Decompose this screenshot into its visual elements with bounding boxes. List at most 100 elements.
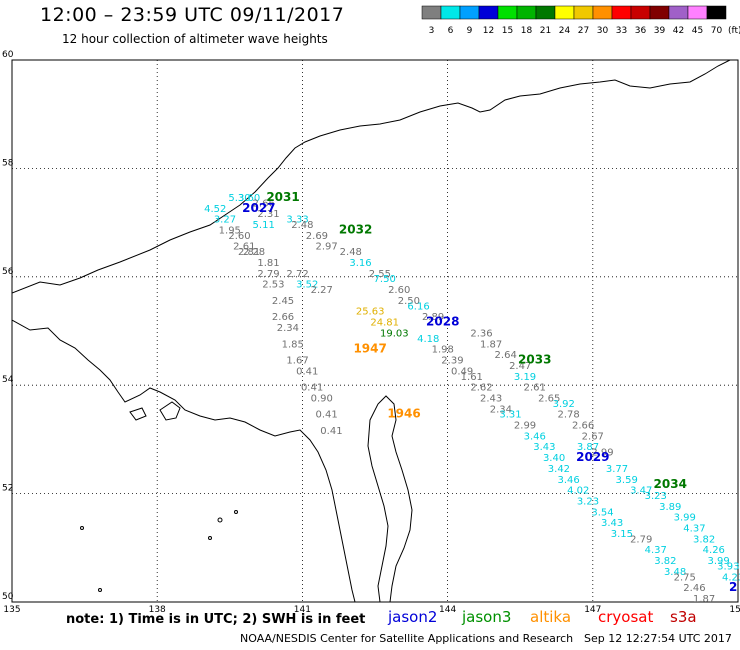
legend-label: 24 <box>559 26 571 36</box>
wave-reading: 2.64 <box>495 350 517 361</box>
wave-reading: 3.99 <box>674 513 696 524</box>
legend-label: 36 <box>635 26 647 36</box>
satellite-s3a: s3a <box>670 608 697 626</box>
wave-reading: 3.31 <box>499 410 521 421</box>
wave-reading: 2.66 <box>572 421 594 432</box>
wave-reading: 3.48 <box>664 567 686 578</box>
wave-reading: 1.61 <box>461 372 483 383</box>
wave-reading: 3.15 <box>611 529 633 540</box>
pass-time-label: 2034 <box>654 477 687 491</box>
wave-reading: 2.75 <box>674 572 696 583</box>
wave-reading: 0.41 <box>301 383 323 394</box>
lat-lon-grid <box>11 59 739 603</box>
wave-reading: 1.81 <box>257 258 279 269</box>
legend-label: 33 <box>616 26 627 36</box>
wave-reading: 4.37 <box>683 524 705 535</box>
wave-reading: 2.67 <box>582 431 604 442</box>
wave-reading: 4.23 <box>722 572 740 583</box>
wave-reading: 4.18 <box>417 334 439 345</box>
wave-reading: 0.41 <box>315 410 337 421</box>
wave-reading: 3.42 <box>548 464 570 475</box>
wave-reading: 3.46 <box>524 431 546 442</box>
wave-reading: 2.89 <box>422 312 444 323</box>
wave-reading: 2.55 <box>369 269 391 280</box>
wave-reading: 2.97 <box>315 242 337 253</box>
lat-tick-label: 56 <box>2 267 14 277</box>
wave-reading: 3.60 <box>238 193 260 204</box>
wave-reading: 2.53 <box>262 280 284 291</box>
wave-reading: 2.39 <box>441 356 463 367</box>
wave-reading: 1.87 <box>693 594 715 605</box>
wave-reading: 2.27 <box>311 285 333 296</box>
page-title: 12:00 – 23:59 UTC 09/11/2017 <box>40 4 345 26</box>
wave-reading: 2.81 <box>238 247 260 258</box>
wave-reading: 3.99 <box>708 556 730 567</box>
wave-reading: 3.92 <box>553 399 575 410</box>
wave-reading: 3.16 <box>349 258 371 269</box>
legend-label: 45 <box>692 26 703 36</box>
legend-label: 6 <box>448 26 454 36</box>
pass-time-label: 2028 <box>426 315 459 329</box>
lat-tick-label: 52 <box>2 484 13 494</box>
legend-label: 39 <box>654 26 666 36</box>
legend-label: 70 <box>711 26 723 36</box>
footnote: note: 1) Time is in UTC; 2) SWH is in fe… <box>66 612 366 627</box>
wave-reading: 2.66 <box>253 198 275 209</box>
lon-tick-label: 135 <box>3 605 20 615</box>
wave-reading: 2.69 <box>306 231 328 242</box>
wave-reading: 0.49 <box>451 366 473 377</box>
wave-reading: 2.79 <box>630 534 652 545</box>
pass-time-label: 1946 <box>387 407 420 421</box>
lat-tick-label: 54 <box>2 375 14 385</box>
pass-time-label: 2027 <box>242 201 275 215</box>
wave-reading: 3.43 <box>533 442 555 453</box>
axis-labels: 135 138 141 144 147 150 60 58 56 54 52 50 <box>2 50 740 615</box>
wave-reading: 1.98 <box>432 345 454 356</box>
wave-reading: 3.54 <box>591 507 613 518</box>
wave-reading: 3.93 <box>717 561 739 572</box>
wave-reading: 2.46 <box>683 583 705 594</box>
wave-reading: 0.41 <box>296 366 318 377</box>
satellite-cryosat: cryosat <box>598 608 654 626</box>
wave-reading: 4.37 <box>645 545 667 556</box>
wave-reading: 2.36 <box>470 328 492 339</box>
credit-line: NOAA/NESDIS Center for Satellite Applica… <box>240 632 574 645</box>
pass-time-label: 1947 <box>353 342 386 356</box>
wave-reading: 3.87 <box>577 442 599 453</box>
wave-reading: 1.87 <box>480 339 502 350</box>
lon-tick-label: 150 <box>729 605 740 615</box>
pass-time-label: 2 <box>729 580 737 594</box>
wave-reading: 2.47 <box>509 361 531 372</box>
wave-reading: 3.43 <box>601 518 623 529</box>
wave-reading: 3.59 <box>616 475 638 486</box>
coastline <box>12 60 731 602</box>
wave-reading: 3.82 <box>654 556 676 567</box>
wave-reading: 2.34 <box>490 404 512 415</box>
wave-reading: 2.99 <box>591 448 613 459</box>
wave-reading: 3.82 <box>693 534 715 545</box>
pass-time-label: 2031 <box>266 190 299 204</box>
lat-tick-label: 50 <box>2 592 14 602</box>
wave-reading: 2.31 <box>257 209 279 220</box>
wave-reading: 2.62 <box>470 383 492 394</box>
pass-time-label: 2029 <box>576 450 609 464</box>
legend-label: 42 <box>673 26 684 36</box>
plot-frame <box>11 59 739 603</box>
wave-reading: 6.16 <box>407 301 429 312</box>
legend-label: 12 <box>483 26 494 36</box>
legend-label: 21 <box>540 26 551 36</box>
wave-reading: 4.02 <box>567 486 589 497</box>
legend-label: 18 <box>521 26 533 36</box>
satellite-jason2: jason2 <box>388 608 438 626</box>
lat-tick-label: 58 <box>2 158 14 168</box>
wave-reading: 5.11 <box>253 220 275 231</box>
wave-reading: 3.46 <box>557 475 579 486</box>
wave-readings: 5.303.604.523.271.952.602.615.11 3.332.31… <box>204 193 740 605</box>
wave-reading: 2.60 <box>388 285 410 296</box>
lon-tick-label: 144 <box>439 605 456 615</box>
wave-reading: 3.89 <box>659 502 681 513</box>
wave-reading: 4.26 <box>703 545 725 556</box>
